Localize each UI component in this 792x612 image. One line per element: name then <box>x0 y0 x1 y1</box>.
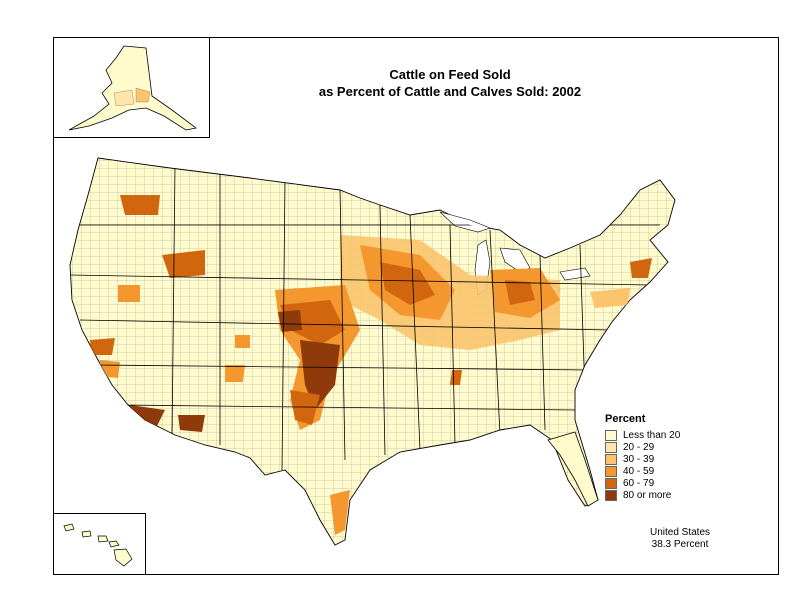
alaska-shape <box>68 45 197 131</box>
national-total-note: United States 38.3 Percent <box>630 527 730 551</box>
legend-swatch <box>605 477 617 489</box>
legend-label: Less than 20 <box>623 429 681 441</box>
hawaii-inset <box>53 513 146 575</box>
map-title: Cattle on Feed Sold as Percent of Cattle… <box>300 66 600 100</box>
legend-item: 60 - 79 <box>605 477 715 489</box>
legend-label: 60 - 79 <box>623 477 655 489</box>
alaska-inset <box>53 37 210 138</box>
legend-swatch <box>605 453 617 465</box>
legend-title: Percent <box>605 413 646 425</box>
legend-swatch <box>605 489 617 501</box>
legend-swatch <box>605 441 617 453</box>
national-note-line-2: 38.3 Percent <box>651 539 709 550</box>
legend-item: 20 - 29 <box>605 441 715 453</box>
title-line-2: as Percent of Cattle and Calves Sold: 20… <box>318 84 582 99</box>
legend: Percent Less than 20 20 - 29 30 - 39 40 … <box>605 413 715 501</box>
choropleth-regions <box>90 195 652 535</box>
title-line-1: Cattle on Feed Sold <box>389 67 511 82</box>
florida <box>547 431 599 507</box>
legend-item: 40 - 59 <box>605 465 715 477</box>
legend-label: 20 - 29 <box>623 441 655 453</box>
legend-item: 80 or more <box>605 489 715 501</box>
legend-label: 40 - 59 <box>623 465 655 477</box>
legend-label: 80 or more <box>623 489 672 501</box>
hawaii-islands <box>63 523 133 567</box>
legend-item: Less than 20 <box>605 429 715 441</box>
legend-swatch <box>605 429 617 441</box>
legend-swatch <box>605 465 617 477</box>
legend-label: 30 - 39 <box>623 453 655 465</box>
map-frame <box>53 37 779 575</box>
national-note-line-1: United States <box>649 527 711 538</box>
legend-item: 30 - 39 <box>605 453 715 465</box>
